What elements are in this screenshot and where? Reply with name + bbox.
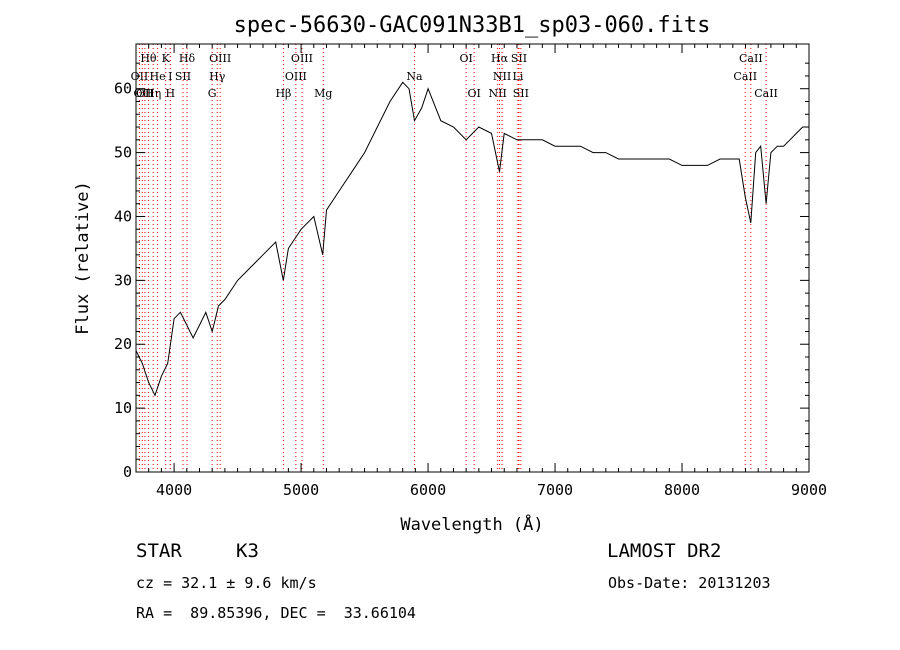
marker-label: Li	[513, 70, 524, 83]
marker-label: Hη	[145, 87, 161, 100]
marker-label: Na	[406, 70, 423, 83]
marker-label: He	[150, 70, 166, 83]
spectrum-line	[135, 81, 809, 397]
y-tick-label: 0	[123, 463, 132, 481]
marker-label: OIII	[285, 70, 307, 83]
marker-label: CaII	[754, 87, 778, 100]
y-tick-label: 20	[114, 335, 132, 353]
subclass-label: K3	[236, 540, 259, 562]
x-tick-label: 7000	[537, 481, 573, 499]
survey-label: LAMOST DR2	[607, 540, 722, 562]
marker-label: H	[165, 87, 175, 100]
marker-label: Mg	[314, 87, 332, 100]
y-tick-label: 40	[114, 207, 132, 225]
marker-label: SII	[175, 70, 191, 83]
y-tick-label: 10	[114, 399, 132, 417]
x-axis-ticks: 4000 5000 6000 7000 8000 9000	[135, 44, 827, 499]
y-axis-ticks: 0 10 20 30 40 50 60	[114, 62, 809, 481]
marker-label: OII	[136, 87, 154, 100]
x-axis-label: Wavelength (Å)	[400, 513, 543, 535]
coordinates: RA = 89.85396, DEC = 33.66104	[136, 604, 416, 622]
x-tick-label: 4000	[156, 481, 192, 499]
marker-label: K	[162, 52, 171, 65]
marker-label: Hβ	[275, 87, 291, 100]
y-tick-label: 60	[114, 80, 132, 98]
marker-label: OI	[459, 52, 472, 65]
marker-label: CaII	[733, 70, 757, 83]
marker-label: OII	[131, 70, 149, 83]
y-axis-label: Flux (relative)	[73, 181, 93, 335]
chart-title: spec-56630-GAC091N33B1_sp03-060.fits	[234, 13, 711, 38]
marker-label: OI	[467, 87, 480, 100]
marker-label: Hα	[491, 52, 509, 65]
observation-date: Obs-Date: 20131203	[608, 574, 771, 592]
redshift-velocity: cz = 32.1 ± 9.6 km/s	[136, 574, 317, 592]
marker-label: OIII	[291, 52, 313, 65]
x-tick-label: 8000	[664, 481, 700, 499]
class-label: STAR	[136, 540, 182, 562]
y-tick-label: 50	[114, 144, 132, 162]
marker-label: OII	[133, 87, 151, 100]
marker-label: NII	[493, 70, 511, 83]
x-tick-label: 5000	[283, 481, 319, 499]
x-tick-label: 6000	[410, 481, 446, 499]
marker-label: NII	[488, 87, 506, 100]
marker-label: SII	[513, 87, 529, 100]
marker-label: CaII	[739, 52, 763, 65]
marker-label: Hθ	[140, 52, 157, 65]
marker-label: Hδ	[179, 52, 196, 65]
marker-label: I	[168, 70, 172, 83]
marker-label: SII	[511, 52, 527, 65]
x-tick-label: 9000	[791, 481, 827, 499]
marker-label: OIII	[209, 52, 231, 65]
marker-label: Hγ	[209, 70, 226, 83]
marker-label: G	[208, 87, 217, 100]
y-tick-label: 30	[114, 271, 132, 289]
plot-frame	[135, 43, 810, 473]
